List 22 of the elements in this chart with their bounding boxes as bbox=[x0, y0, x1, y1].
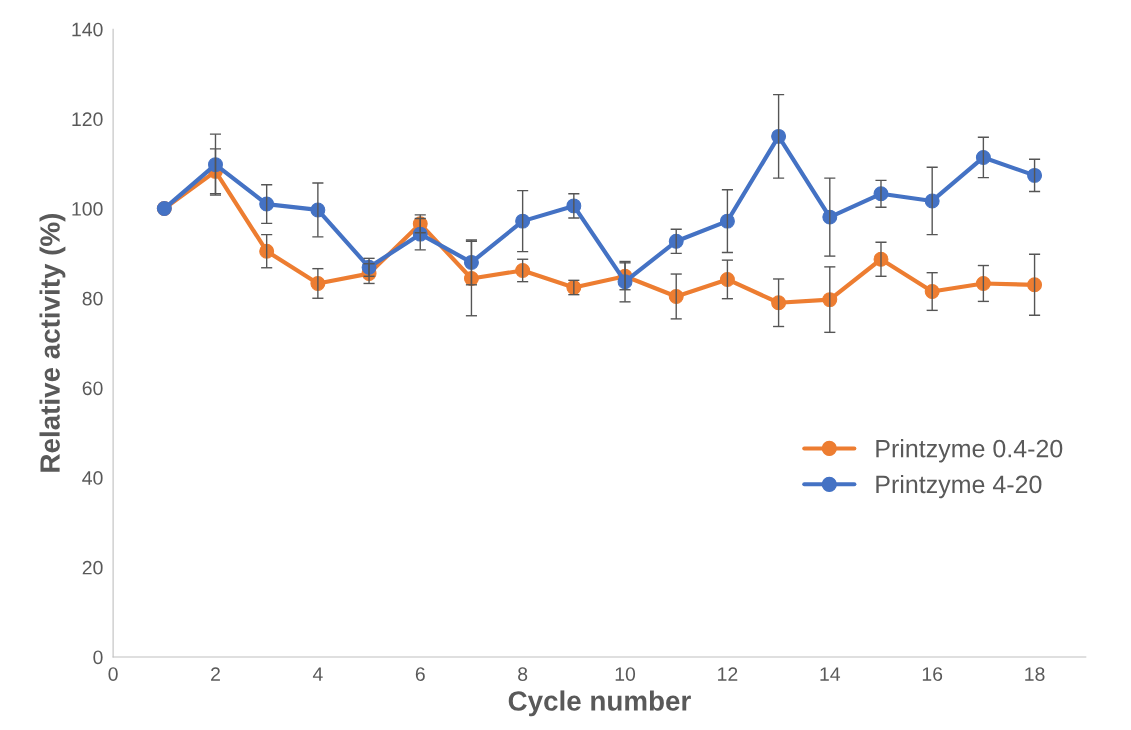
legend-label: Printzyme 0.4-20 bbox=[876, 439, 1063, 463]
x-tick-label: 14 bbox=[820, 667, 841, 681]
x-tick-label: 0 bbox=[108, 667, 118, 681]
y-tick-label: 80 bbox=[82, 291, 103, 306]
y-tick-label: 140 bbox=[72, 22, 103, 37]
x-tick-label: 2 bbox=[211, 667, 220, 681]
x-tick-label: 12 bbox=[718, 667, 738, 681]
y-tick-label: 60 bbox=[82, 381, 103, 396]
y-tick-label: 100 bbox=[72, 202, 103, 216]
y-axis-title: Relative activity (%) bbox=[39, 214, 66, 472]
x-tick-label: 10 bbox=[615, 667, 636, 681]
x-tick-label: 16 bbox=[922, 667, 943, 681]
y-tick-label: 40 bbox=[82, 471, 103, 485]
legend-label: Printzyme 4-20 bbox=[876, 474, 1042, 499]
x-tick-label: 4 bbox=[312, 667, 323, 681]
y-tick-label: 20 bbox=[82, 560, 103, 575]
y-tick-label: 0 bbox=[93, 650, 103, 665]
x-tick-label: 18 bbox=[1025, 667, 1045, 681]
x-tick-label: 6 bbox=[415, 667, 425, 681]
x-axis-title: Cycle number bbox=[508, 690, 691, 717]
y-tick-label: 120 bbox=[72, 112, 103, 127]
x-tick-label: 8 bbox=[518, 667, 528, 681]
